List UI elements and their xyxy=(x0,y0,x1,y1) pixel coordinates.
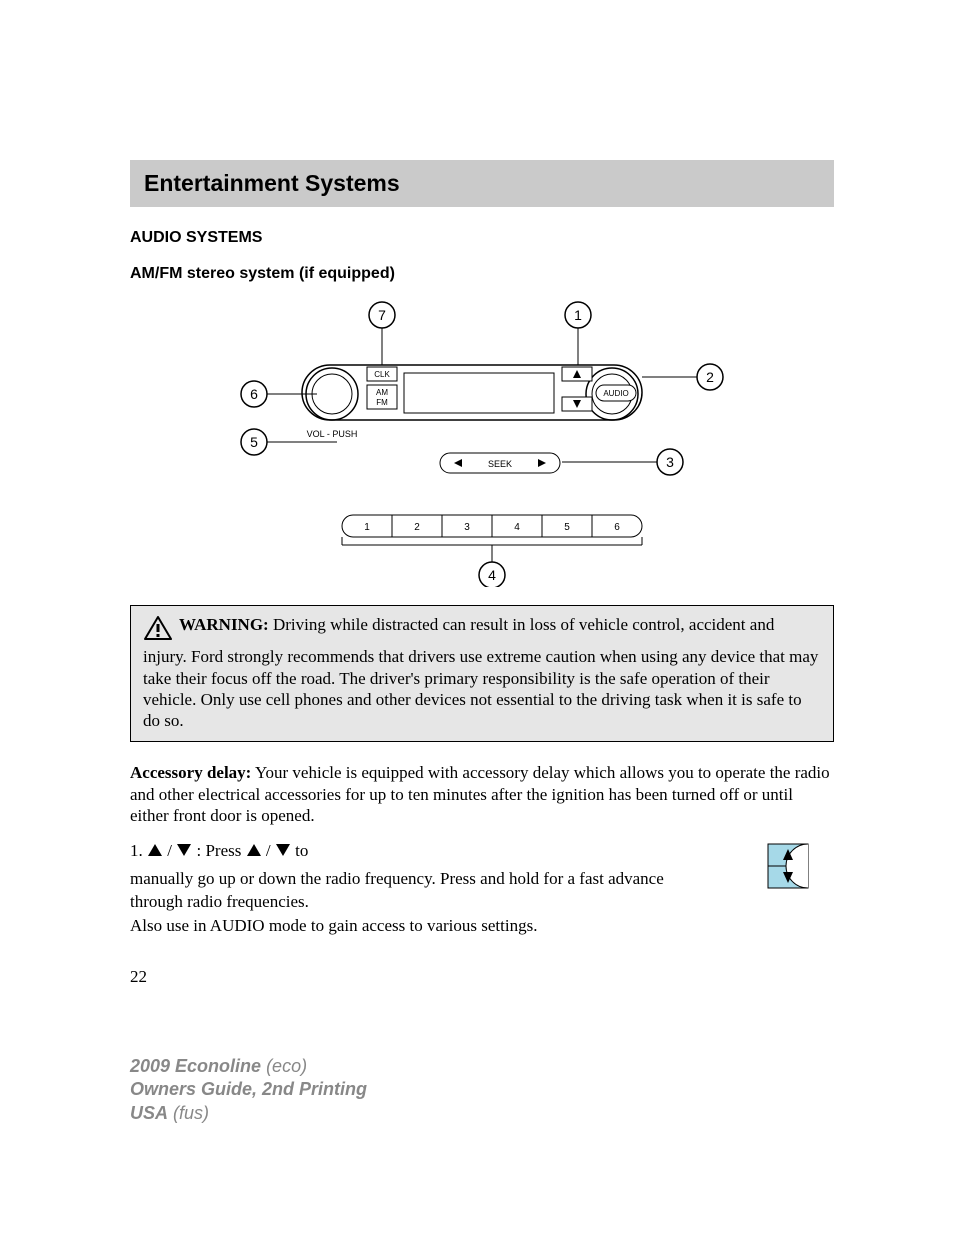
instruction-row: 1. / : Press / to manually go up or down… xyxy=(130,840,834,913)
updown-button-icon xyxy=(762,840,834,897)
accessory-paragraph: Accessory delay: Your vehicle is equippe… xyxy=(130,762,834,826)
up-triangle-icon xyxy=(147,841,163,864)
svg-text:3: 3 xyxy=(666,454,674,470)
instruction-text: 1. / : Press / to manually go up or down… xyxy=(130,840,702,913)
instruction-body: manually go up or down the radio frequen… xyxy=(130,868,702,914)
footer-line-2: Owners Guide, 2nd Printing xyxy=(130,1078,367,1101)
accessory-label: Accessory delay: xyxy=(130,763,251,782)
svg-text:2: 2 xyxy=(414,522,420,533)
amfm-heading: AM/FM stereo system (if equipped) xyxy=(130,265,834,283)
down-triangle-icon xyxy=(275,841,291,864)
svg-text:2: 2 xyxy=(706,369,714,385)
svg-text:AM: AM xyxy=(376,388,388,397)
instruction-to: to xyxy=(295,841,308,860)
svg-text:4: 4 xyxy=(488,567,496,583)
svg-text:7: 7 xyxy=(378,307,386,323)
footer: 2009 Econoline (eco) Owners Guide, 2nd P… xyxy=(130,1055,367,1125)
svg-text:1: 1 xyxy=(364,522,370,533)
down-triangle-icon xyxy=(176,841,192,864)
svg-text:VOL - PUSH: VOL - PUSH xyxy=(307,429,358,439)
svg-text:6: 6 xyxy=(250,386,258,402)
instruction-press: : Press xyxy=(196,841,241,860)
instruction-after: Also use in AUDIO mode to gain access to… xyxy=(130,915,834,936)
footer-line-1: 2009 Econoline (eco) xyxy=(130,1055,367,1078)
svg-text:1: 1 xyxy=(574,307,582,323)
svg-text:4: 4 xyxy=(514,522,520,533)
svg-text:AUDIO: AUDIO xyxy=(603,389,628,398)
svg-text:FM: FM xyxy=(376,398,388,407)
svg-text:5: 5 xyxy=(564,522,570,533)
footer-line-3: USA (fus) xyxy=(130,1102,367,1125)
up-triangle-icon xyxy=(246,841,262,864)
page-number: 22 xyxy=(130,967,834,987)
svg-text:3: 3 xyxy=(464,522,470,533)
audio-systems-heading: AUDIO SYSTEMS xyxy=(130,229,834,247)
section-header: Entertainment Systems xyxy=(130,160,834,207)
warning-box: WARNING: Driving while distracted can re… xyxy=(130,605,834,742)
svg-text:CLK: CLK xyxy=(374,370,390,379)
svg-text:SEEK: SEEK xyxy=(488,459,512,469)
svg-text:5: 5 xyxy=(250,434,258,450)
section-title: Entertainment Systems xyxy=(144,170,400,196)
instruction-num: 1. xyxy=(130,841,143,860)
warning-icon xyxy=(143,615,173,646)
radio-svg: CLK AMFM AUDIO VOL - PUSH SEEK 1 2 3 4 5 6 7 1 2 6 5 3 4 xyxy=(232,297,732,587)
radio-diagram: CLK AMFM AUDIO VOL - PUSH SEEK 1 2 3 4 5 6 7 1 2 6 5 3 4 xyxy=(130,297,834,587)
svg-text:6: 6 xyxy=(614,522,620,533)
warning-label: WARNING: xyxy=(179,615,269,634)
